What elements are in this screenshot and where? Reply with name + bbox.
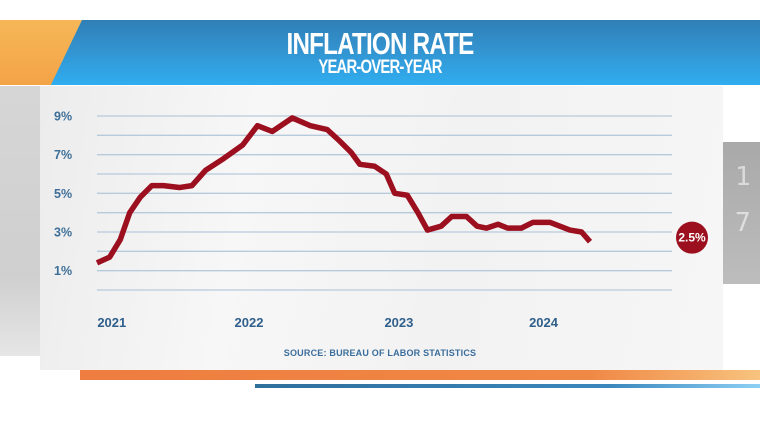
gridlines — [97, 115, 672, 291]
orange-accent-bar — [80, 370, 760, 380]
background-digit: 1 — [735, 162, 751, 192]
x-axis-labels: 2021 2022 2023 2024 — [97, 315, 558, 330]
badge-label: 2.5% — [678, 231, 706, 245]
page-title: INFLATION RATE — [286, 26, 475, 61]
chart-panel — [40, 86, 723, 370]
y-tick-label: 1% — [54, 264, 72, 278]
source-caption: SOURCE: BUREAU OF LABOR STATISTICS — [283, 348, 477, 358]
background-digit: 7 — [735, 208, 751, 238]
series-group — [95, 115, 593, 266]
badge-circle — [676, 221, 708, 254]
header-band — [0, 20, 760, 85]
y-tick-label: 7% — [54, 148, 72, 162]
current-value-badge: 2.5% — [676, 221, 708, 254]
x-tick-label: 2023 — [384, 315, 413, 330]
inflation-line — [95, 115, 593, 266]
x-tick-label: 2022 — [235, 315, 264, 330]
page-subtitle: YEAR-OVER-YEAR — [318, 57, 442, 78]
blue-accent-bar — [255, 384, 760, 388]
y-tick-label: 5% — [54, 187, 72, 201]
x-tick-label: 2024 — [529, 315, 559, 330]
y-tick-label: 9% — [54, 110, 72, 124]
background-panel-right: 1 7 — [723, 142, 760, 284]
background-panel-left — [0, 86, 40, 356]
x-tick-label: 2021 — [97, 315, 126, 330]
y-tick-label: 3% — [54, 226, 72, 240]
y-axis-labels: 9% 7% 5% 3% 1% — [54, 110, 72, 279]
